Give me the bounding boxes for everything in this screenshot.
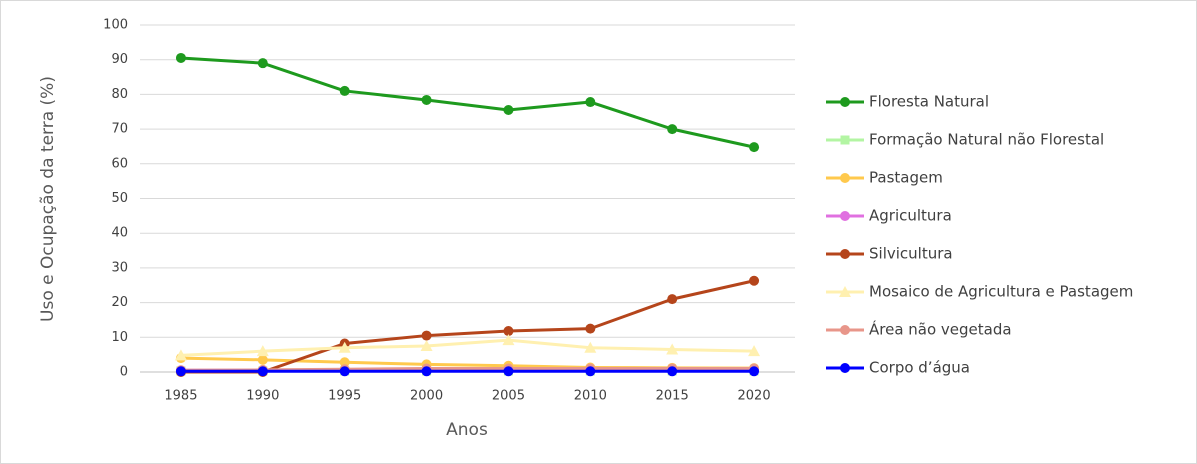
data-point (420, 339, 433, 351)
y-tick-label: 100 (103, 18, 128, 33)
y-tick-label: 20 (111, 295, 128, 310)
data-point (421, 330, 432, 341)
series-line (180, 367, 755, 372)
y-axis-title: Uso e Ocupação da terra (%) (38, 76, 58, 322)
y-tick-label: 10 (111, 330, 128, 345)
legend: Floresta Natural Formação Natural não Flo… (826, 93, 1133, 377)
x-tick-label: 1990 (246, 389, 279, 404)
y-tick-label: 40 (111, 226, 128, 241)
data-point (585, 97, 596, 108)
legend-marker (840, 97, 850, 107)
legend-label: Silvicultura (869, 245, 953, 263)
data-point (749, 142, 760, 153)
legend-label: Área não vegetada (869, 320, 1012, 339)
data-point (666, 343, 679, 355)
legend-marker (840, 173, 850, 183)
data-point (749, 366, 760, 377)
legend-marker (840, 325, 850, 335)
data-point (175, 52, 186, 63)
data-point (174, 349, 187, 361)
data-point (339, 357, 350, 368)
y-tick-label: 90 (111, 52, 128, 67)
legend-label: Formação Natural não Florestal (869, 131, 1104, 149)
series-line (180, 279, 755, 374)
series-line (180, 56, 755, 149)
legend-marker (840, 363, 850, 373)
data-point (175, 366, 186, 377)
legend-marker (840, 135, 850, 145)
data-point (585, 323, 596, 334)
x-tick-label: 2020 (738, 389, 771, 404)
data-point (585, 366, 596, 377)
x-tick-label: 2015 (656, 389, 689, 404)
data-point (256, 345, 269, 357)
data-point (749, 275, 760, 286)
data-point (667, 366, 678, 377)
y-tick-label: 50 (111, 191, 128, 206)
legend-label: Mosaico de Agricultura e Pastagem (869, 283, 1133, 301)
data-point (667, 294, 678, 305)
data-point (338, 341, 351, 353)
y-tick-label: 70 (111, 122, 128, 137)
legend-label: Pastagem (869, 169, 943, 187)
data-point (503, 326, 514, 337)
data-point (503, 105, 514, 116)
x-tick-label: 2010 (574, 389, 607, 404)
y-tick-label: 60 (111, 156, 128, 171)
series-line (180, 338, 755, 357)
data-point (257, 58, 268, 69)
x-tick-label: 1995 (328, 389, 361, 404)
legend-label: Floresta Natural (869, 93, 989, 111)
data-point (421, 94, 432, 105)
y-tick-label: 30 (111, 260, 128, 275)
data-point (667, 124, 678, 135)
data-point (748, 345, 761, 357)
y-tick-label: 80 (111, 87, 128, 102)
data-point (503, 366, 514, 377)
data-point (421, 366, 432, 377)
data-point (257, 354, 268, 365)
y-tick-label: 0 (120, 365, 128, 380)
legend-marker (840, 211, 850, 221)
x-axis-title: Anos (446, 420, 488, 440)
x-tick-label: 2000 (410, 389, 443, 404)
data-point (257, 366, 268, 377)
x-tick-label: 1985 (164, 389, 197, 404)
data-point (339, 85, 350, 96)
legend-marker (839, 286, 851, 297)
legend-label: Corpo d’água (869, 359, 970, 377)
data-point (339, 366, 350, 377)
legend-label: Agricultura (869, 207, 952, 225)
x-tick-label: 2005 (492, 389, 525, 404)
legend-marker (840, 249, 850, 259)
data-point (584, 341, 597, 353)
data-point (502, 334, 515, 346)
